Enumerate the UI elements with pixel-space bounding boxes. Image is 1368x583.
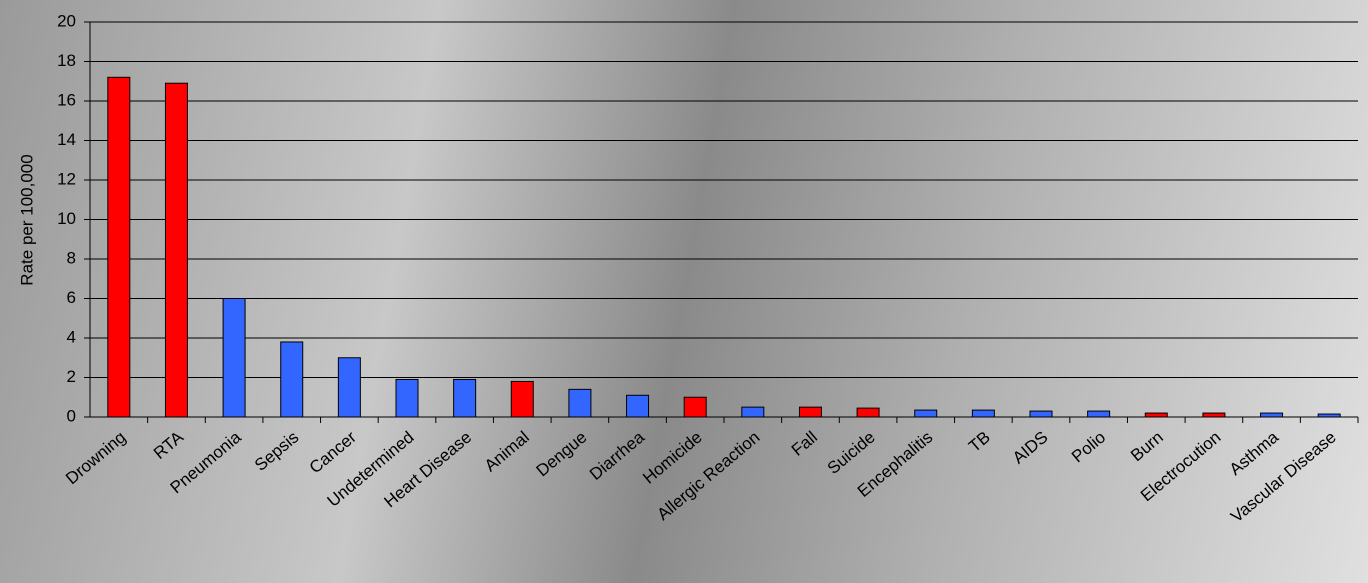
bar [337, 357, 361, 418]
bar [626, 394, 650, 418]
y-tick-label: 6 [67, 288, 76, 307]
bar [914, 409, 938, 418]
bar [1087, 410, 1111, 418]
bar [971, 409, 995, 418]
bar [395, 378, 419, 418]
x-tick-label: Diarrhea [586, 427, 649, 484]
bar [222, 298, 246, 418]
bar [107, 76, 131, 418]
bar [280, 341, 304, 418]
y-tick-label: 10 [57, 209, 76, 228]
y-tick-label: 18 [57, 51, 76, 70]
x-tick-label: Cancer [306, 427, 360, 477]
x-tick-label: Fall [788, 428, 821, 460]
y-tick-label: 8 [67, 248, 76, 267]
x-tick-label: RTA [150, 427, 188, 463]
x-tick-label: Sepsis [251, 428, 302, 475]
y-tick-label: 14 [57, 130, 76, 149]
bar [453, 378, 477, 418]
y-tick-label: 2 [67, 367, 76, 386]
x-tick-label: Drowning [62, 428, 129, 489]
x-tick-label: AIDS [1009, 428, 1052, 468]
x-tick-label: Suicide [824, 428, 879, 478]
bar [1144, 412, 1168, 418]
x-tick-label: Dengue [533, 428, 591, 481]
bar [164, 82, 188, 418]
x-tick-label: Polio [1068, 428, 1109, 467]
x-tick-label: Burn [1127, 428, 1167, 466]
bar [1202, 412, 1226, 418]
bar [1260, 412, 1284, 418]
x-tick-label: TB [965, 428, 994, 457]
bar [1029, 410, 1053, 418]
y-tick-label: 16 [57, 90, 76, 109]
x-tick-label: Allergic Reaction [653, 428, 763, 525]
y-tick-label: 4 [67, 327, 76, 346]
x-tick-label: Vascular Disease [1227, 428, 1340, 527]
x-tick-label: Animal [481, 428, 533, 476]
y-axis-label: Rate per 100,000 [17, 154, 36, 285]
bar [568, 388, 592, 418]
y-tick-label: 12 [57, 169, 76, 188]
y-tick-label: 0 [67, 406, 76, 425]
bar [798, 406, 822, 418]
y-tick-label: 20 [57, 11, 76, 30]
bar [856, 407, 880, 418]
bar [683, 396, 707, 418]
bar [741, 406, 765, 418]
bar [510, 380, 534, 418]
